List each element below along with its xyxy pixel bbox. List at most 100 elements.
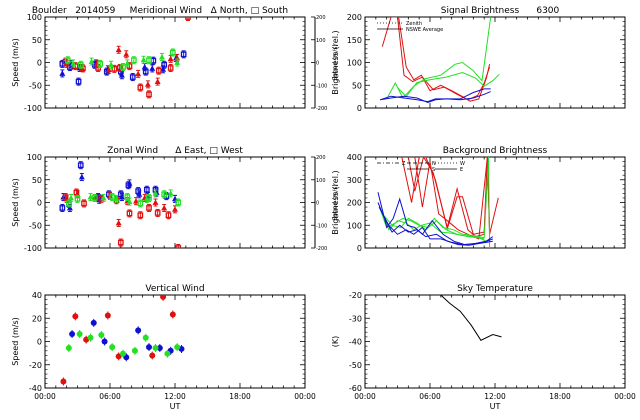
data-point — [66, 204, 73, 211]
data-point — [116, 65, 123, 71]
plot-area — [59, 161, 182, 248]
series-green — [65, 189, 182, 208]
series-line — [397, 71, 500, 98]
y-tick-label: -50 — [29, 81, 42, 90]
legend-label: NSWE Average — [406, 27, 443, 33]
x-tick-label: 18:00 — [549, 392, 571, 401]
data-point — [172, 206, 178, 212]
data-point — [88, 58, 95, 64]
y-tick-label: -50 — [29, 221, 42, 230]
y-tick-label: -40 — [349, 338, 362, 347]
x-axis-label: UT — [490, 402, 501, 411]
data-point — [137, 84, 144, 91]
data-point — [65, 345, 72, 352]
data-point — [124, 60, 131, 66]
y-tick-label: 400 — [347, 153, 362, 162]
data-point — [167, 65, 174, 71]
data-point — [164, 350, 171, 357]
data-point — [117, 239, 124, 246]
x-tick-label: 06:00 — [99, 392, 121, 401]
y-tick-label: 50 — [32, 36, 42, 45]
y-tick-label: -50 — [349, 361, 362, 370]
data-point — [165, 212, 172, 219]
data-point — [120, 350, 126, 357]
series-line — [384, 215, 487, 242]
chart-zonal: Zonal Wind Δ East, □ West 100 50 0 -50 -100 Sp… — [11, 146, 339, 253]
series-line — [392, 17, 491, 101]
data-point — [174, 59, 181, 65]
data-point — [135, 327, 142, 334]
plot-area — [440, 295, 502, 341]
chart-title: Vertical Wind — [145, 284, 204, 294]
data-point — [169, 49, 176, 56]
data-point — [105, 66, 112, 73]
data-point — [76, 331, 83, 338]
data-point — [149, 352, 156, 359]
data-point — [159, 53, 165, 60]
x-tick-label: 06:00 — [419, 392, 441, 401]
y-tick-label: 200 — [347, 13, 362, 22]
y-axis-label: Brightness (rel.) — [331, 30, 340, 94]
x-tick-label: 18:00 — [229, 392, 251, 401]
data-point — [100, 194, 107, 201]
data-point — [59, 70, 66, 76]
data-point — [126, 198, 133, 204]
data-point — [77, 162, 84, 169]
data-point — [135, 70, 142, 77]
y-tick-label: -100 — [24, 244, 42, 253]
y-tick-label: 100 — [27, 13, 42, 22]
y-axis-label: Brightness (rel.) — [331, 170, 340, 234]
x-tick-label: 00:00 — [354, 392, 376, 401]
data-point — [108, 61, 115, 68]
y-tick-label: 0 — [357, 244, 362, 253]
series-green-c — [384, 215, 487, 242]
series-line — [381, 17, 491, 102]
series-line — [378, 206, 493, 246]
data-point — [87, 193, 94, 200]
right-y-tick-label: -200 — [316, 106, 327, 112]
y-axis-label: (K) — [331, 336, 340, 348]
data-point — [65, 200, 72, 207]
data-point — [161, 204, 168, 211]
data-point — [109, 344, 116, 351]
data-point — [160, 295, 167, 300]
chart-title: Boulder 2014059 Meridional Wind Δ North,… — [32, 6, 288, 16]
series-red-a — [401, 157, 499, 235]
series-green-a — [386, 17, 492, 100]
data-point — [136, 191, 143, 197]
data-point — [167, 55, 174, 62]
data-point — [130, 57, 137, 64]
x-tick-label: 00:00 — [34, 392, 56, 401]
data-point — [175, 199, 182, 206]
data-point — [140, 56, 147, 63]
data-point — [146, 205, 152, 211]
data-point — [64, 57, 71, 64]
series-line — [377, 202, 493, 246]
data-point — [143, 186, 150, 193]
plot-frame — [44, 16, 306, 109]
y-tick-label: 0 — [37, 338, 42, 347]
right-y-tick-label: 100 — [316, 38, 326, 44]
y-tick-label: 50 — [352, 81, 362, 90]
series-red — [60, 295, 176, 386]
data-point — [109, 194, 116, 200]
data-point — [126, 210, 133, 217]
chart-title: Sky Temperature — [457, 284, 533, 294]
data-point — [137, 212, 144, 219]
legend-label: E — [460, 167, 463, 173]
data-point — [111, 66, 118, 72]
data-point — [142, 68, 149, 75]
series-blue-c — [378, 206, 493, 246]
data-point — [175, 245, 182, 248]
plot-area — [377, 157, 499, 248]
y-tick-label: -40 — [29, 384, 42, 393]
series-green — [65, 330, 181, 358]
right-y-tick-label: -100 — [316, 223, 327, 229]
data-point — [69, 331, 76, 338]
data-point — [74, 196, 81, 202]
y-tick-label: 40 — [32, 291, 42, 300]
y-tick-label: -100 — [24, 104, 42, 113]
right-axis-label: Speed (m/s) — [332, 184, 339, 220]
chart-signal-brightness: Signal Brightness 6300 200 150 100 50 0 Bright… — [331, 6, 626, 113]
